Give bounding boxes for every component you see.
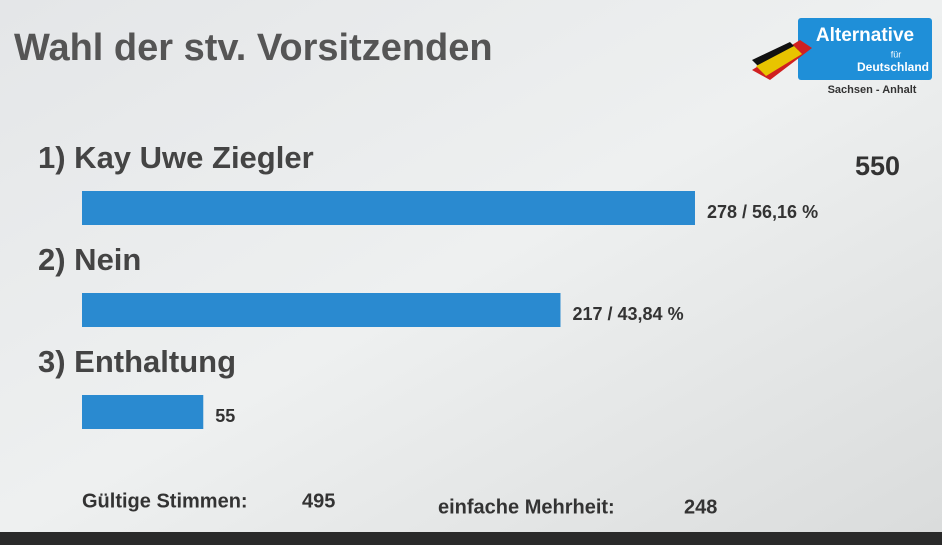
value-label: 217 / 43,84 % [572, 304, 683, 324]
bar [82, 395, 204, 429]
logo-connector: für [891, 49, 902, 59]
valid-value: 495 [302, 490, 335, 512]
majority-value: 248 [684, 496, 717, 518]
logo: Alternative für Deutschland Sachsen - An… [752, 18, 932, 96]
logo-arrow [756, 46, 802, 76]
logo-region: Sachsen - Anhalt [828, 84, 917, 96]
total: 550 [855, 151, 900, 181]
screen [0, 0, 942, 532]
value-label: 278 / 56,16 % [707, 202, 818, 222]
logo-box [798, 18, 932, 80]
category-label: 2) Nein [38, 242, 141, 277]
logo-name: Alternative [816, 25, 914, 46]
bar [82, 191, 695, 225]
category-label: 1) Kay Uwe Ziegler [38, 140, 314, 175]
chart-title: Wahl der stv. Vorsitzenden [14, 27, 493, 69]
bar [82, 293, 561, 327]
value-label: 55 [215, 406, 235, 426]
majority-label: einfache Mehrheit: [438, 496, 615, 518]
valid-label: Gültige Stimmen: [82, 490, 248, 512]
logo-country: Deutschland [857, 60, 929, 74]
category-label: 3) Enthaltung [38, 344, 236, 379]
